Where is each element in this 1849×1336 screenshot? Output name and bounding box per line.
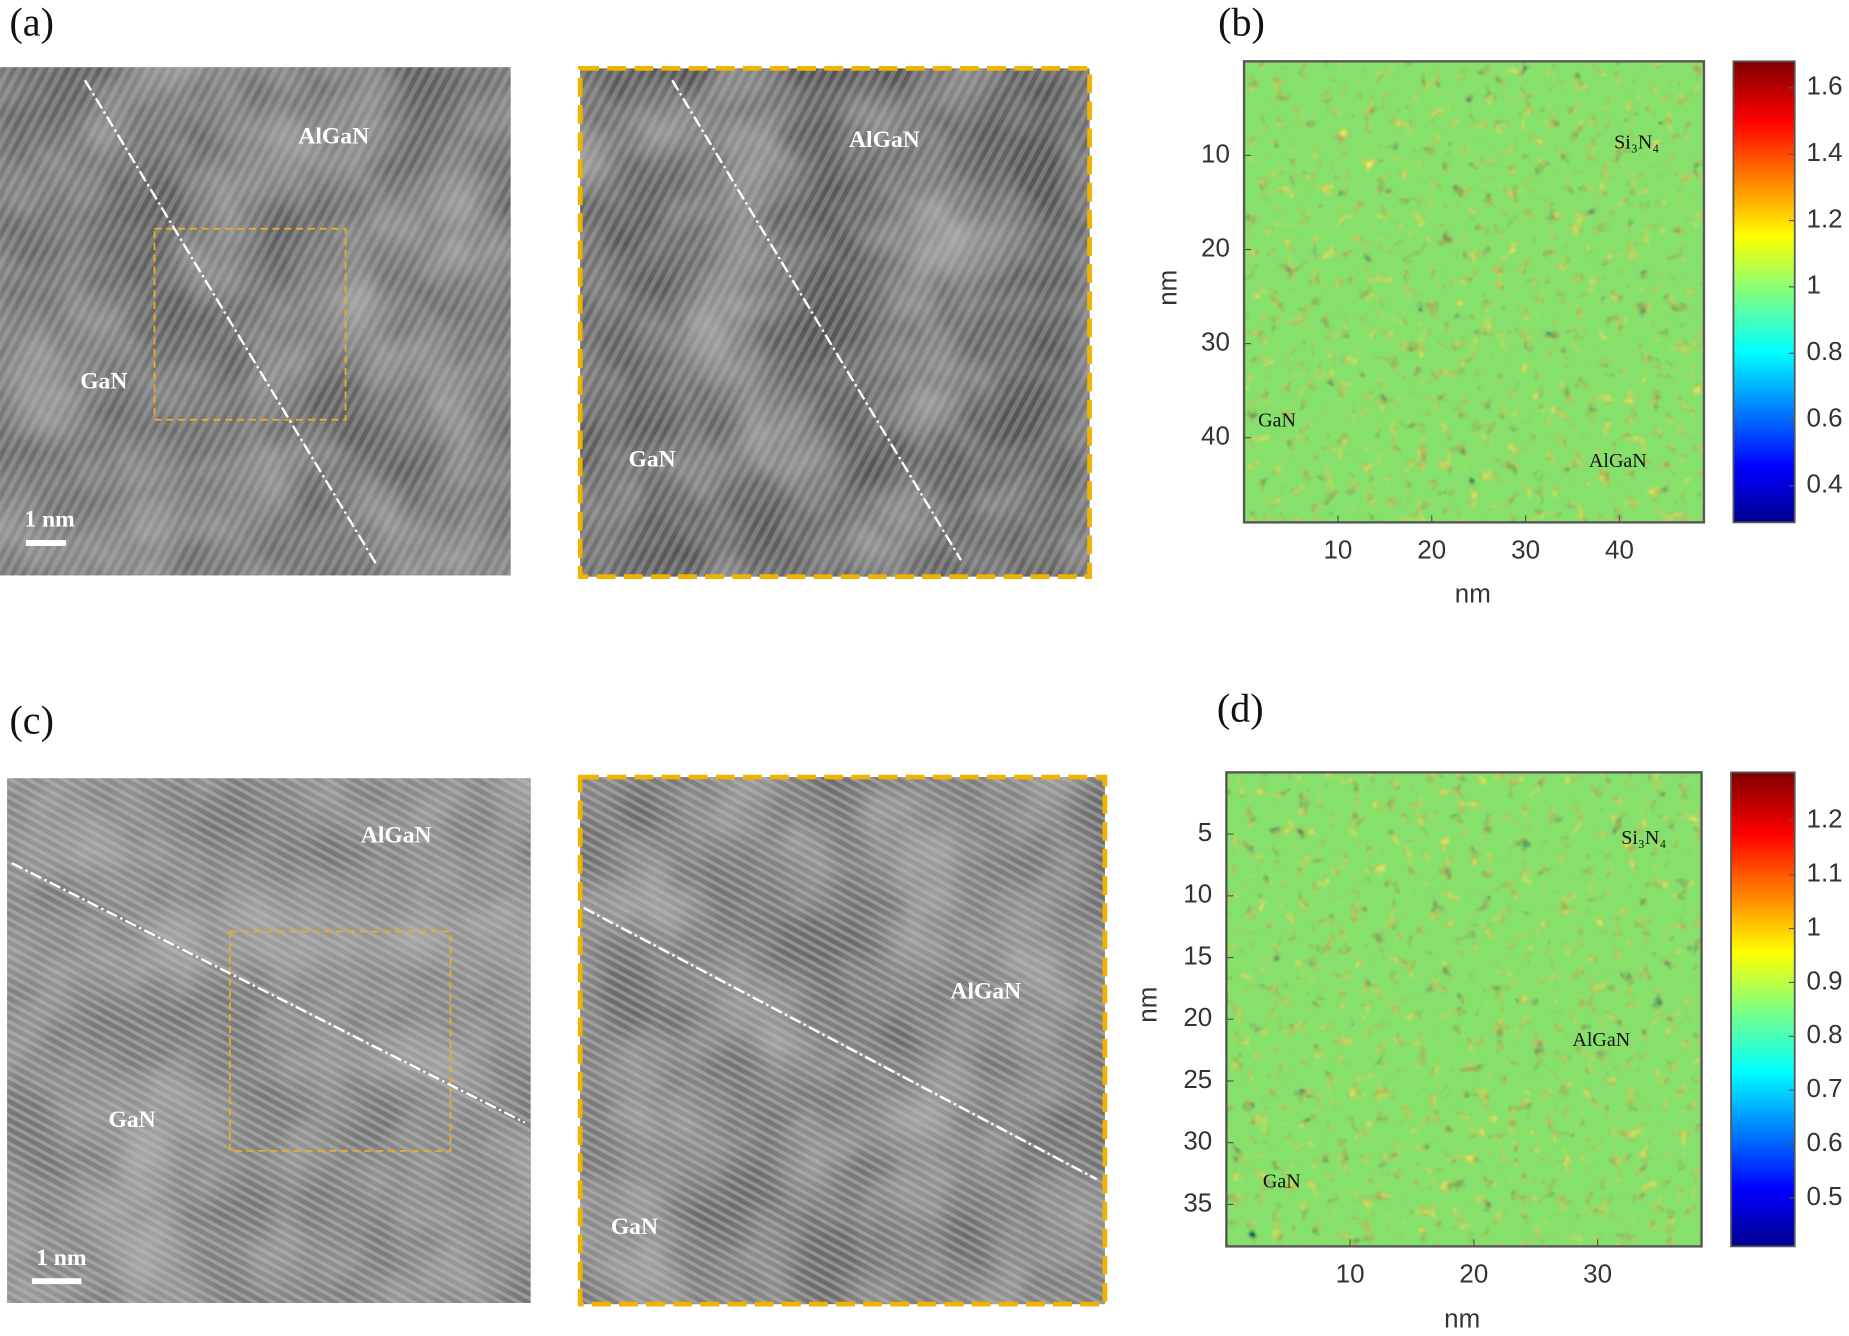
- colorbar-tick-label: 1: [1807, 272, 1821, 300]
- scale-bar-label: 1 nm: [24, 507, 75, 533]
- panel-label: (a): [9, 0, 53, 44]
- interface-line: [583, 906, 1098, 1181]
- y-tick-label: 10: [1183, 881, 1212, 909]
- colorbar-tick-label: 1: [1807, 913, 1821, 941]
- y-tick-label: 40: [1201, 423, 1230, 451]
- region-label: AlGaN: [298, 123, 369, 149]
- colorbar-tick-label: 0.9: [1807, 967, 1843, 995]
- x-axis-label: nm: [1455, 580, 1491, 608]
- interface-line: [83, 79, 379, 567]
- x-tick-label: 20: [1417, 537, 1446, 565]
- interface-line: [11, 862, 526, 1124]
- colorbar-tick-label: 0.8: [1807, 338, 1843, 366]
- y-tick-label: 5: [1198, 819, 1212, 847]
- colorbar: [1730, 771, 1796, 1248]
- zoom-box: [153, 227, 347, 421]
- colorbar-tick-label: 0.5: [1807, 1183, 1843, 1211]
- scale-bar: [25, 540, 67, 546]
- colorbar-tick-label: 0.4: [1807, 471, 1843, 499]
- region-label: GaN: [611, 1214, 658, 1240]
- x-axis-label: nm: [1444, 1306, 1480, 1334]
- region-label: GaN: [1258, 410, 1296, 432]
- colorbar-tick-label: 0.6: [1807, 404, 1843, 432]
- region-label: GaN: [109, 1107, 156, 1133]
- region-label: GaN: [1263, 1170, 1301, 1192]
- x-tick-label: 30: [1583, 1261, 1612, 1289]
- region-label: GaN: [629, 446, 676, 472]
- y-tick-label: 20: [1201, 234, 1230, 262]
- y-tick-label: 30: [1183, 1128, 1212, 1156]
- region-label: Si₃N₄: [1621, 827, 1666, 849]
- panel-label: (c): [9, 697, 53, 742]
- scale-bar: [31, 1278, 82, 1285]
- panel-label: (b): [1218, 0, 1265, 44]
- region-label: GaN: [80, 369, 127, 395]
- strain-texture: [1244, 61, 1704, 523]
- y-tick-label: 10: [1201, 140, 1230, 168]
- colorbar: [1732, 60, 1796, 524]
- x-tick-label: 10: [1336, 1261, 1365, 1289]
- inset-border: [577, 66, 1092, 579]
- colorbar-tick-label: 1.2: [1807, 806, 1843, 834]
- colorbar-tick-label: 0.8: [1807, 1021, 1843, 1049]
- region-label: AlGaN: [1572, 1029, 1630, 1051]
- region-label: AlGaN: [950, 978, 1021, 1004]
- colorbar-tick-label: 1.4: [1807, 139, 1843, 167]
- panel-label: (d): [1217, 686, 1264, 731]
- colorbar-tick-label: 0.7: [1807, 1075, 1843, 1103]
- y-axis-label: nm: [1155, 270, 1183, 306]
- contrast: [0, 67, 511, 576]
- x-tick-label: 30: [1511, 537, 1540, 565]
- x-tick-label: 40: [1605, 537, 1634, 565]
- colorbar-tick-label: 1.6: [1807, 73, 1843, 101]
- y-axis-label: nm: [1135, 987, 1163, 1023]
- plot-frame: [1225, 771, 1703, 1248]
- colorbar-tick-label: 0.6: [1807, 1129, 1843, 1157]
- strain-texture: [1226, 772, 1702, 1247]
- zoom-box: [229, 930, 452, 1152]
- contrast: [7, 778, 531, 1303]
- y-tick-label: 35: [1183, 1189, 1212, 1217]
- plot-frame: [1242, 60, 1706, 524]
- inset-border: [577, 774, 1108, 1307]
- x-tick-label: 20: [1459, 1261, 1488, 1289]
- colorbar-tick-label: 1.2: [1807, 205, 1843, 233]
- y-tick-label: 25: [1183, 1066, 1212, 1094]
- region-label: AlGaN: [361, 823, 432, 849]
- y-tick-label: 15: [1183, 942, 1212, 970]
- interface-line: [671, 79, 963, 561]
- y-tick-label: 30: [1201, 328, 1230, 356]
- region-label: AlGaN: [1589, 450, 1647, 472]
- contrast: [580, 68, 1090, 577]
- x-tick-label: 10: [1323, 537, 1352, 565]
- contrast: [580, 777, 1105, 1305]
- region-label: Si₃N₄: [1614, 131, 1659, 153]
- colorbar-tick-label: 1.1: [1807, 860, 1843, 888]
- scale-bar-label: 1 nm: [36, 1245, 87, 1271]
- y-tick-label: 20: [1183, 1004, 1212, 1032]
- region-label: AlGaN: [849, 127, 920, 153]
